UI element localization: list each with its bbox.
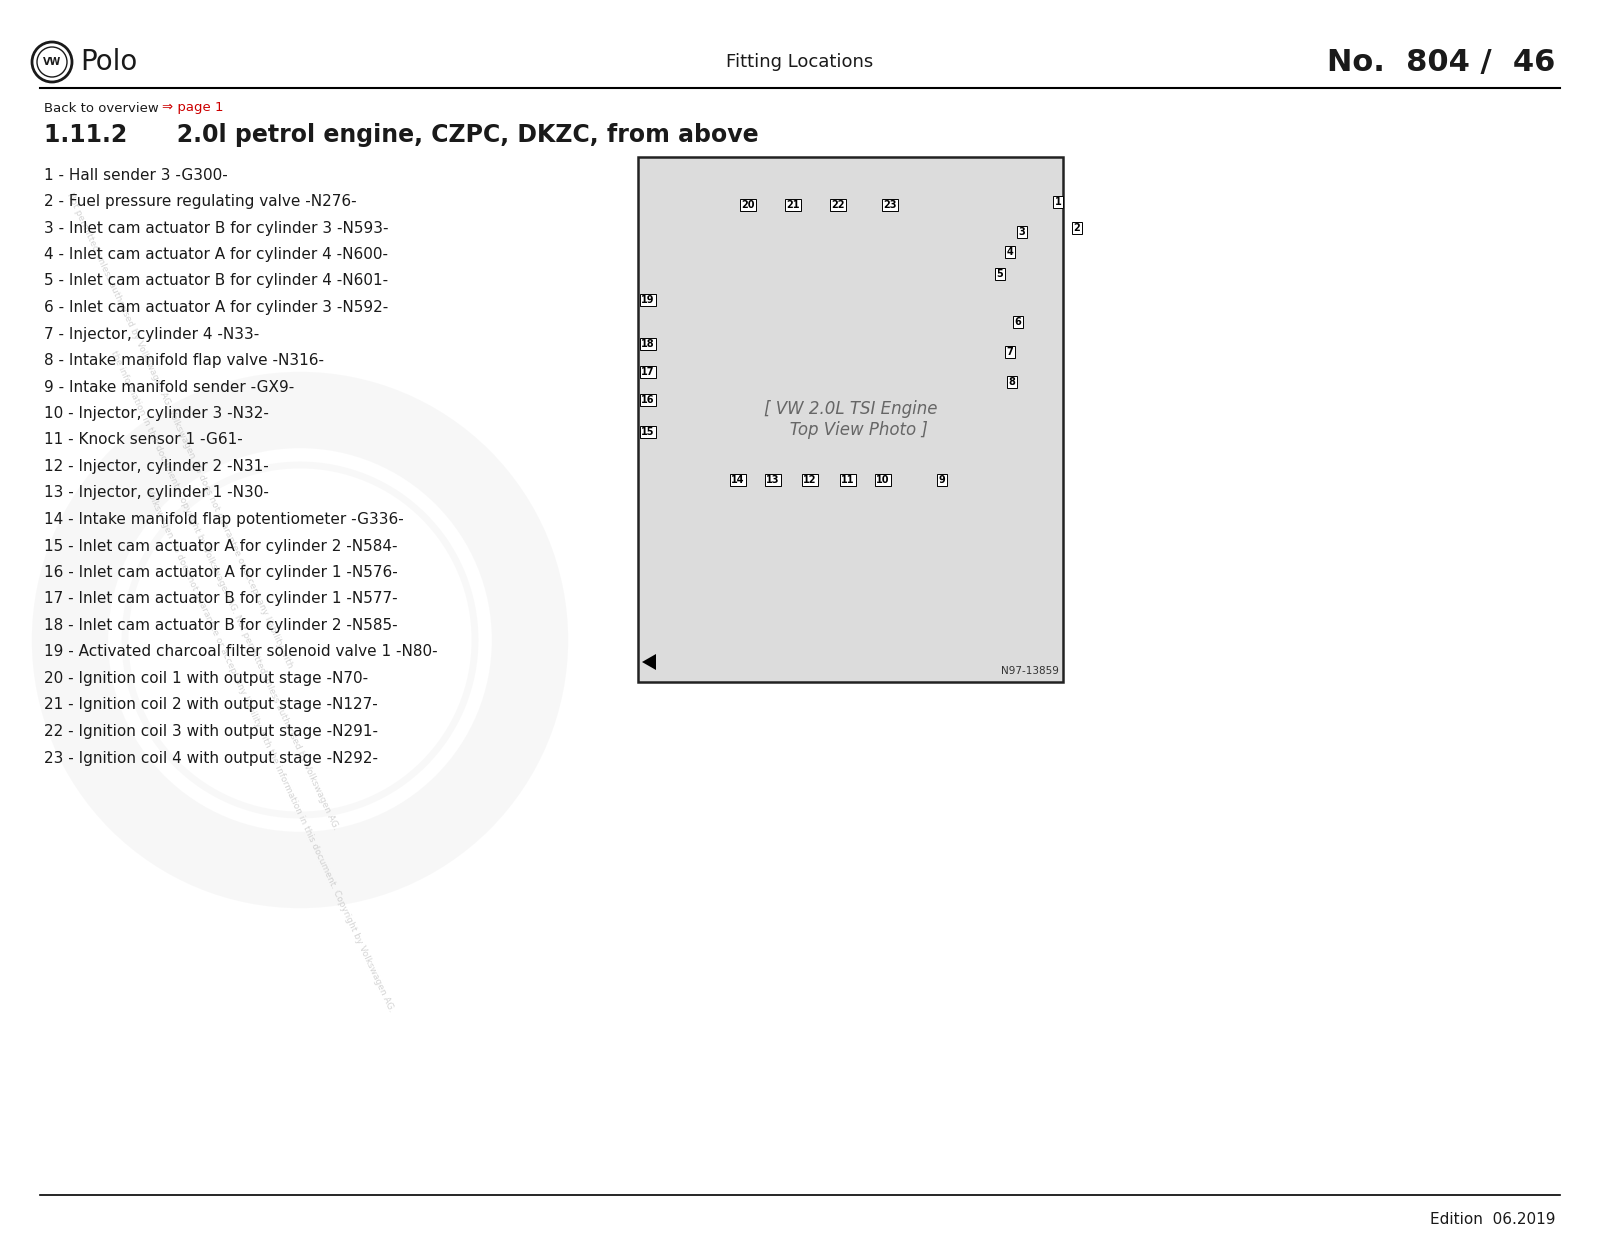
Text: Polo: Polo [80,48,138,75]
Text: VW: VW [43,57,61,67]
Text: Volkswagen AG does not guarantee or accept any liability with the information in: Volkswagen AG does not guarantee or acce… [144,487,395,1014]
Text: 19: 19 [642,295,654,305]
Text: the information in this document. Copyright by Volkswagen AG. Not permitted unle: the information in this document. Copyri… [109,349,341,831]
Text: 9: 9 [939,475,946,485]
Text: 15: 15 [642,426,654,438]
Text: 23: 23 [883,200,896,210]
Text: N97-13859: N97-13859 [1002,666,1059,676]
Text: 14 - Intake manifold flap potentiometer -G336-: 14 - Intake manifold flap potentiometer … [45,512,403,527]
Text: 2 - Fuel pressure regulating valve -N276-: 2 - Fuel pressure regulating valve -N276… [45,194,357,209]
Text: Back to overview: Back to overview [45,101,163,115]
Text: Not permitted unless authorised by Volkswagen AG. Volkswagen AG does not guarant: Not permitted unless authorised by Volks… [66,190,294,669]
Text: 10 - Injector, cylinder 3 -N32-: 10 - Injector, cylinder 3 -N32- [45,405,269,421]
Text: 13: 13 [766,475,779,485]
Text: Fitting Locations: Fitting Locations [726,53,874,70]
Text: 12: 12 [803,475,816,485]
Text: 5: 5 [997,269,1003,279]
Text: 14: 14 [731,475,744,485]
Text: ⇒ page 1: ⇒ page 1 [162,101,224,115]
Text: 18: 18 [642,339,654,349]
Text: 6 - Inlet cam actuator A for cylinder 3 -N592-: 6 - Inlet cam actuator A for cylinder 3 … [45,300,389,315]
Text: 11 - Knock sensor 1 -G61-: 11 - Knock sensor 1 -G61- [45,433,243,447]
Text: 7 - Injector, cylinder 4 -N33-: 7 - Injector, cylinder 4 -N33- [45,326,259,341]
Text: 17: 17 [642,367,654,377]
Text: 7: 7 [1006,347,1013,357]
Text: 8: 8 [1008,377,1016,387]
Text: 1.11.2      2.0l petrol engine, CZPC, DKZC, from above: 1.11.2 2.0l petrol engine, CZPC, DKZC, f… [45,124,758,147]
Text: 3 - Inlet cam actuator B for cylinder 3 -N593-: 3 - Inlet cam actuator B for cylinder 3 … [45,220,389,236]
Text: No.  804 /  46: No. 804 / 46 [1326,47,1555,77]
Text: 19 - Activated charcoal filter solenoid valve 1 -N80-: 19 - Activated charcoal filter solenoid … [45,644,438,660]
Text: 3: 3 [1019,227,1026,237]
Text: 22 - Ignition coil 3 with output stage -N291-: 22 - Ignition coil 3 with output stage -… [45,724,378,739]
Text: 21 - Ignition coil 2 with output stage -N127-: 21 - Ignition coil 2 with output stage -… [45,697,378,712]
Text: 20 - Ignition coil 1 with output stage -N70-: 20 - Ignition coil 1 with output stage -… [45,671,368,686]
Text: 1 - Hall sender 3 -G300-: 1 - Hall sender 3 -G300- [45,168,227,183]
Text: 11: 11 [842,475,854,485]
Text: Edition  06.2019: Edition 06.2019 [1429,1213,1555,1227]
Text: 4: 4 [1006,247,1013,257]
Text: 17 - Inlet cam actuator B for cylinder 1 -N577-: 17 - Inlet cam actuator B for cylinder 1… [45,592,398,607]
Text: 12 - Injector, cylinder 2 -N31-: 12 - Injector, cylinder 2 -N31- [45,459,269,473]
Text: 15 - Inlet cam actuator A for cylinder 2 -N584-: 15 - Inlet cam actuator A for cylinder 2… [45,539,397,554]
Text: 13 - Injector, cylinder 1 -N30-: 13 - Injector, cylinder 1 -N30- [45,486,269,501]
Text: 23 - Ignition coil 4 with output stage -N292-: 23 - Ignition coil 4 with output stage -… [45,750,378,765]
Text: 1: 1 [1054,197,1061,206]
Text: 16: 16 [642,396,654,405]
Polygon shape [642,654,656,670]
Text: 18 - Inlet cam actuator B for cylinder 2 -N585-: 18 - Inlet cam actuator B for cylinder 2… [45,618,398,633]
Text: 22: 22 [832,200,845,210]
Text: [ VW 2.0L TSI Engine
   Top View Photo ]: [ VW 2.0L TSI Engine Top View Photo ] [763,400,938,439]
Text: 16 - Inlet cam actuator A for cylinder 1 -N576-: 16 - Inlet cam actuator A for cylinder 1… [45,565,398,580]
Text: 9 - Intake manifold sender -GX9-: 9 - Intake manifold sender -GX9- [45,379,294,394]
Text: 10: 10 [877,475,890,485]
Text: 8 - Intake manifold flap valve -N316-: 8 - Intake manifold flap valve -N316- [45,353,323,368]
Text: 20: 20 [741,200,755,210]
Text: 2: 2 [1074,222,1080,234]
Text: 5 - Inlet cam actuator B for cylinder 4 -N601-: 5 - Inlet cam actuator B for cylinder 4 … [45,273,389,288]
FancyBboxPatch shape [638,157,1062,682]
Text: 21: 21 [786,200,800,210]
Text: 6: 6 [1014,316,1021,328]
Text: 4 - Inlet cam actuator A for cylinder 4 -N600-: 4 - Inlet cam actuator A for cylinder 4 … [45,247,387,262]
